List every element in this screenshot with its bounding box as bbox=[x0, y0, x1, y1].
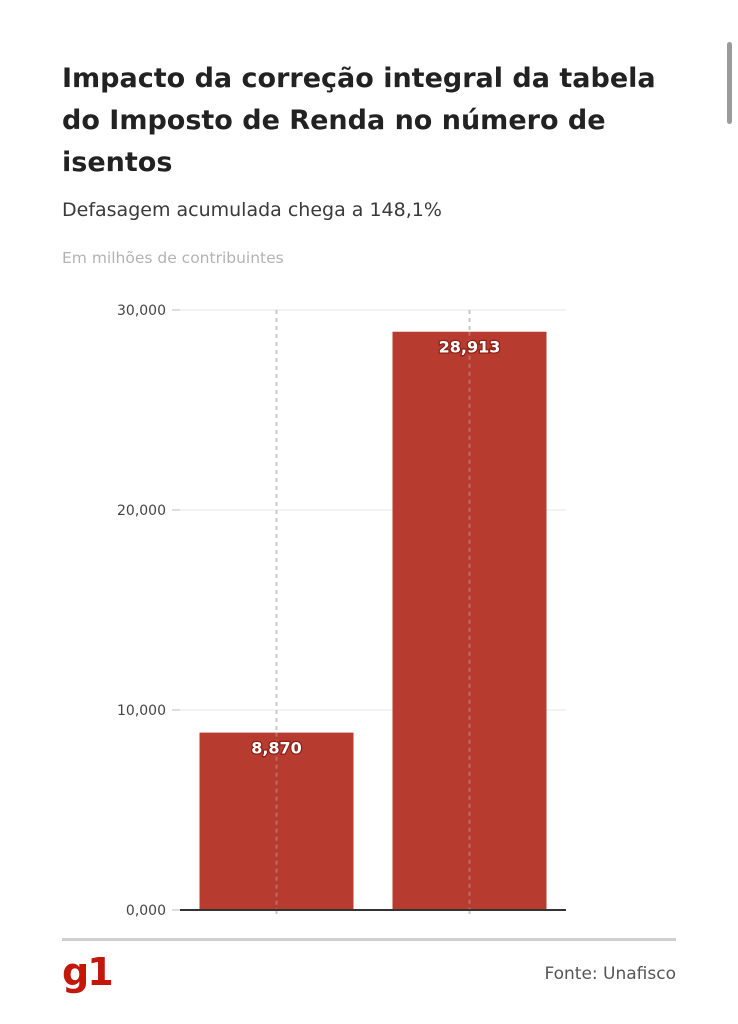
y-tick-label: 0,000 bbox=[126, 903, 166, 919]
bar-data-label: 28,913 bbox=[439, 338, 501, 357]
bar bbox=[199, 732, 354, 910]
bar bbox=[392, 331, 547, 910]
chart-subtitle: Defasagem acumulada chega a 148,1% bbox=[62, 199, 442, 221]
footer-divider bbox=[62, 938, 676, 941]
source-note: Fonte: Unafisco bbox=[544, 964, 676, 984]
bar-chart: 0,000 10,000 20,000 30,000 8,870 28,913 bbox=[117, 303, 566, 919]
y-tick-label: 30,000 bbox=[117, 303, 166, 319]
y-tick-label: 20,000 bbox=[117, 503, 166, 519]
chart-title: Impacto da correção integral da tabela d… bbox=[62, 63, 656, 178]
unit-note: Em milhões de contribuintes bbox=[62, 249, 284, 267]
scrollbar-thumb[interactable] bbox=[727, 42, 732, 124]
bar-data-label: 8,870 bbox=[251, 739, 302, 758]
y-tick-label: 10,000 bbox=[117, 703, 166, 719]
g1-logo: g1 bbox=[62, 950, 114, 994]
